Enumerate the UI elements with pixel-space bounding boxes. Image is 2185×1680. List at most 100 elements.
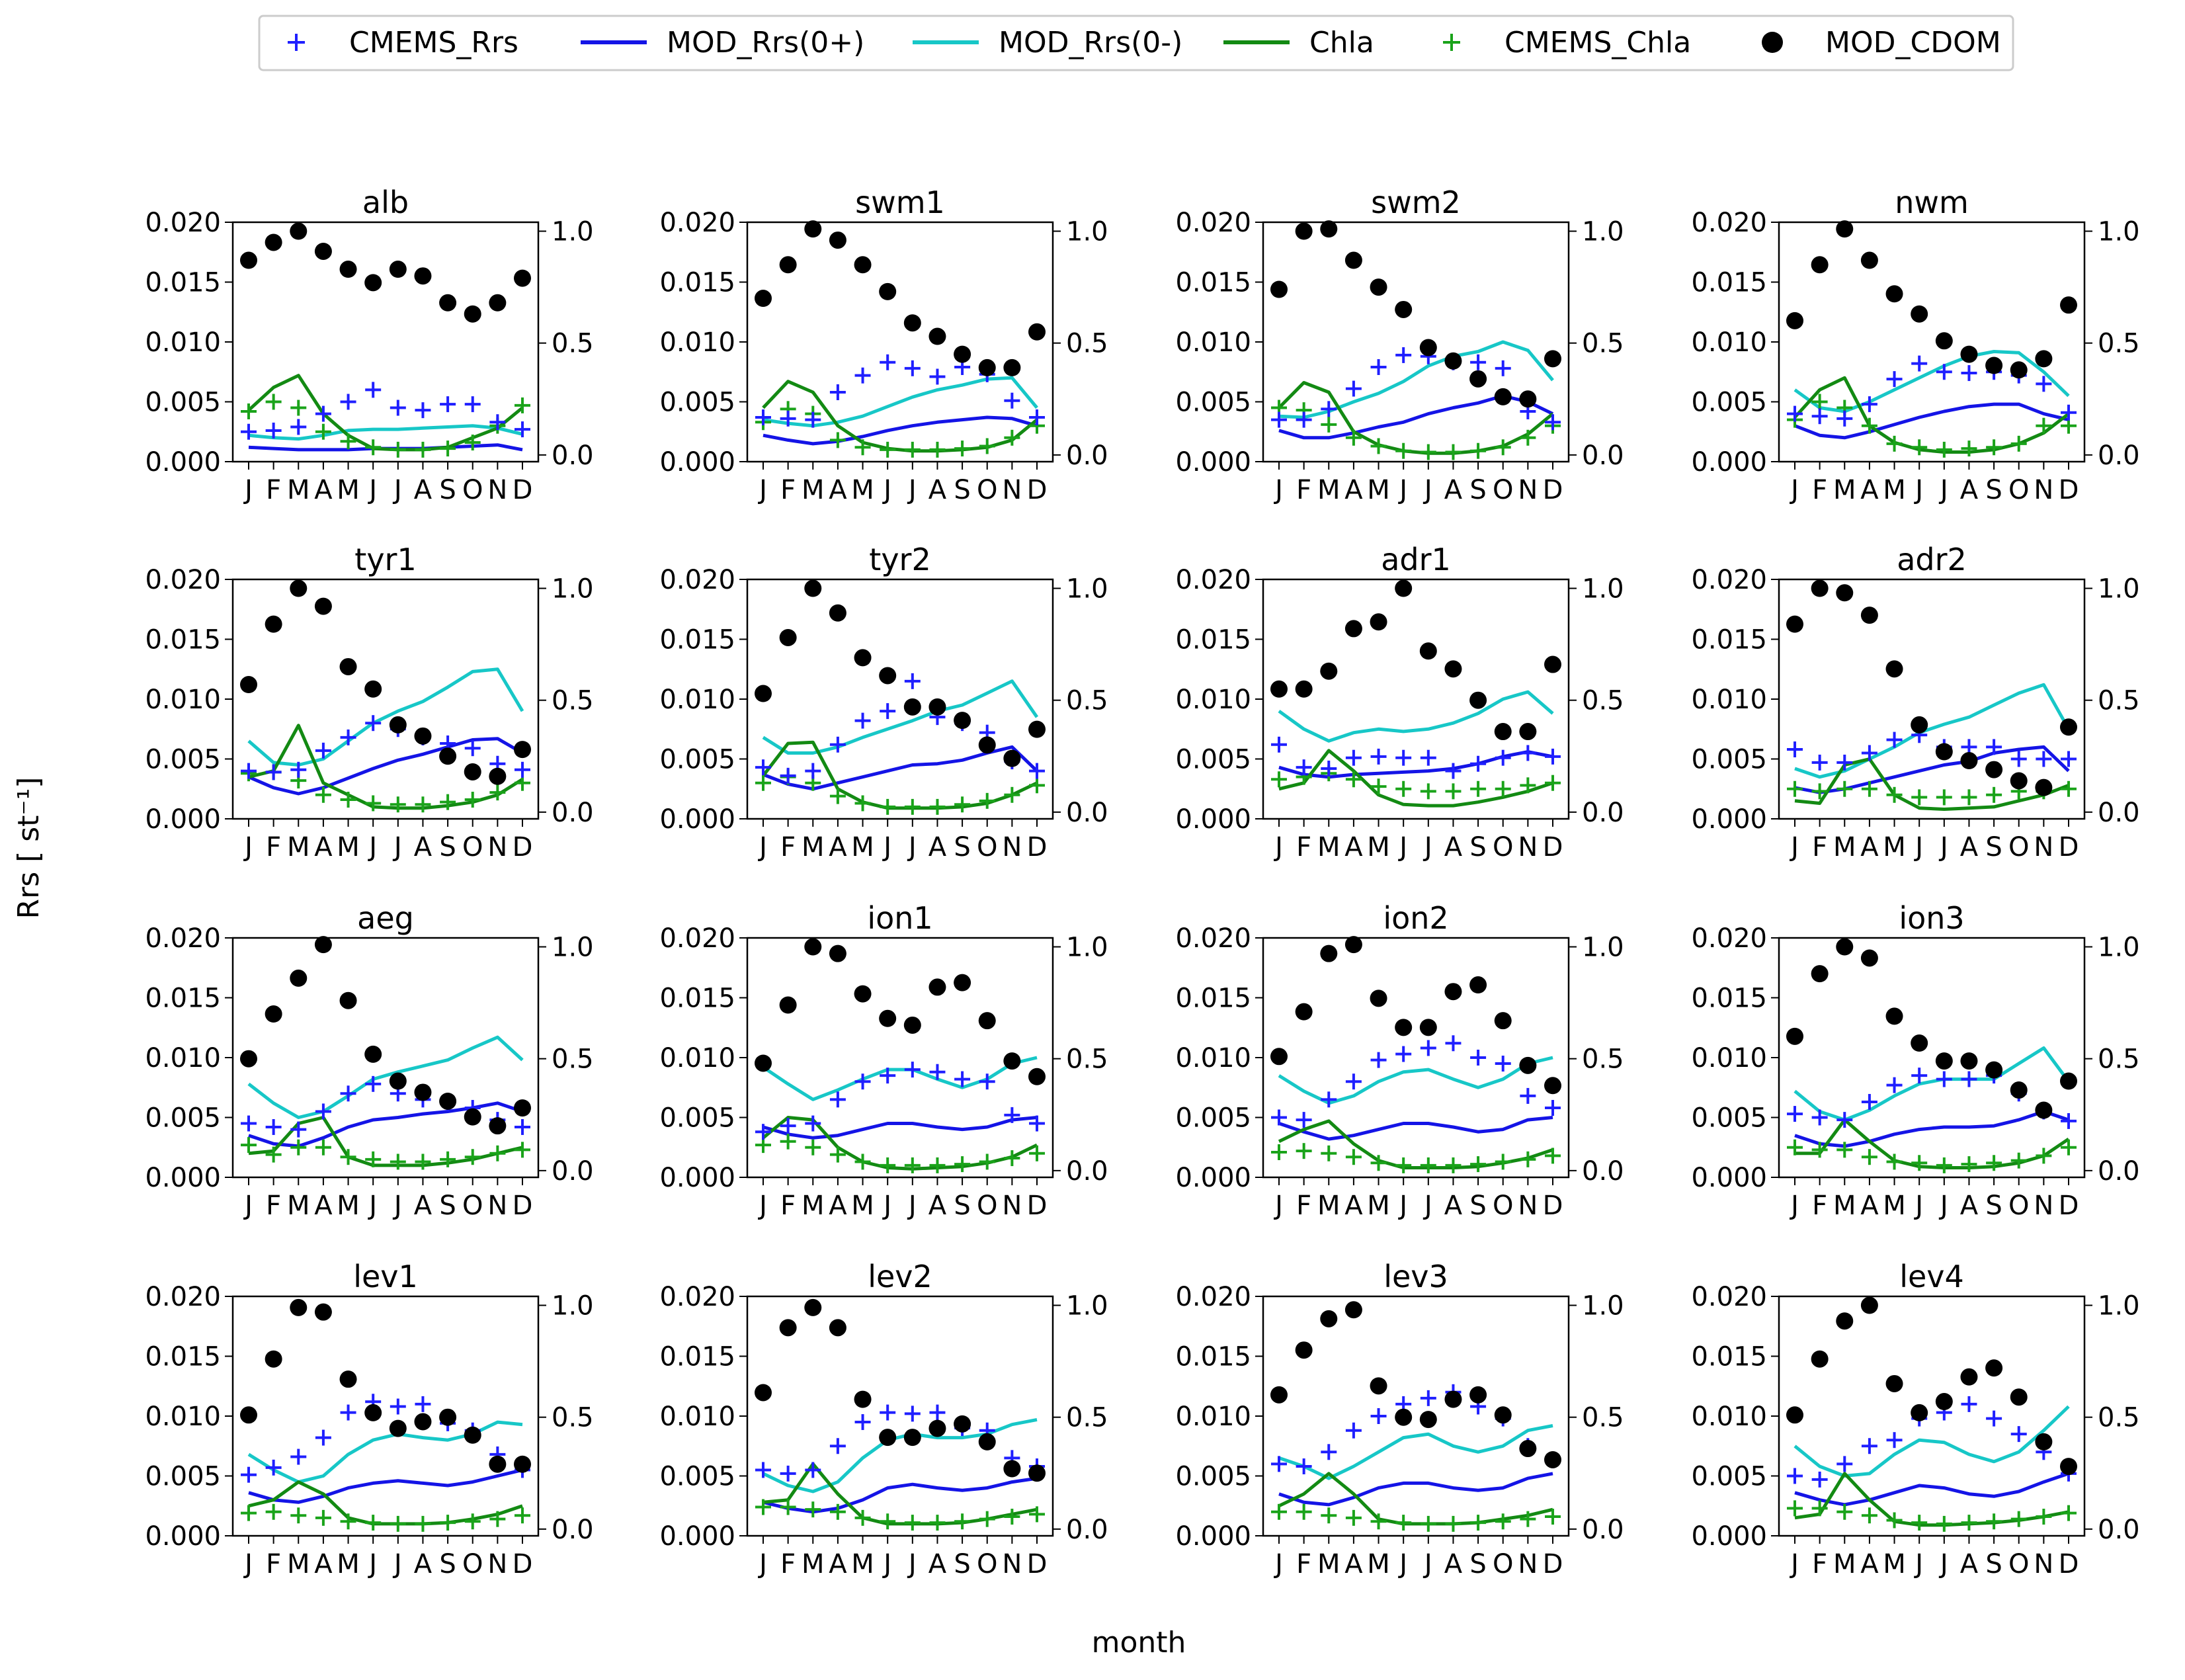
point-cmems-chla (854, 795, 871, 812)
point-cmems-rrs (241, 1466, 257, 1483)
point-cmems-rrs (1004, 392, 1020, 409)
point-cmems-chla (1004, 1150, 1020, 1167)
x-axis-label: month (1092, 1626, 1186, 1659)
point-cmems-rrs (1886, 1077, 1903, 1093)
point-cmems-chla (1861, 1149, 1877, 1165)
point-mod-cdom (1270, 680, 1288, 698)
left-tick-label: 0.015 (1691, 984, 1767, 1014)
left-tick-label: 0.005 (1175, 1462, 1251, 1492)
point-cmems-rrs (2061, 1113, 2077, 1129)
point-mod-cdom (339, 261, 357, 278)
month-tick-label: F (780, 475, 796, 505)
point-mod-cdom (414, 1413, 432, 1431)
right-tick-label: 0.0 (2098, 1515, 2140, 1545)
month-tick-label: A (1960, 1191, 1979, 1221)
month-tick-label: J (367, 1191, 377, 1221)
point-mod-cdom (903, 698, 921, 716)
month-tick-label: J (757, 1191, 767, 1221)
point-mod-cdom (265, 615, 282, 633)
point-cmems-chla (1520, 1511, 1536, 1527)
point-mod-cdom (1419, 339, 1437, 357)
left-tick-label: 0.005 (659, 388, 735, 418)
month-tick-label: M (1833, 832, 1856, 862)
point-cmems-rrs (1445, 1035, 1462, 1052)
point-cmems-chla (880, 798, 896, 815)
month-tick-label: S (1985, 475, 2002, 505)
point-mod-cdom (339, 657, 357, 675)
point-mod-cdom (389, 261, 407, 278)
right-tick-label: 0.5 (552, 686, 594, 716)
point-mod-cdom (1960, 1052, 1978, 1070)
point-cmems-rrs (1520, 745, 1536, 761)
month-tick-label: A (1860, 475, 1879, 505)
point-mod-cdom (1270, 280, 1288, 298)
point-cmems-rrs (1545, 1100, 1561, 1116)
left-tick-label: 0.005 (659, 745, 735, 775)
point-cmems-rrs (1321, 760, 1337, 777)
month-tick-label: J (1938, 1191, 1948, 1221)
point-cmems-chla (1986, 786, 2002, 803)
point-mod-cdom (314, 936, 332, 954)
point-cmems-chla (340, 433, 356, 450)
month-tick-label: J (1913, 832, 1923, 862)
point-cmems-rrs (854, 712, 871, 729)
panel-title: ion2 (1383, 900, 1448, 936)
month-tick-label: N (1518, 1191, 1538, 1221)
point-cmems-rrs (265, 764, 282, 780)
point-cmems-rrs (464, 396, 481, 413)
left-tick-label: 0.020 (1175, 565, 1251, 595)
point-cmems-rrs (1861, 745, 1877, 761)
point-cmems-rrs (904, 1062, 921, 1078)
point-mod-cdom (265, 1005, 282, 1023)
point-cmems-chla (1545, 1148, 1561, 1164)
point-mod-cdom (514, 741, 531, 759)
month-tick-label: S (1469, 1191, 1486, 1221)
point-cmems-rrs (780, 767, 796, 784)
left-tick-label: 0.000 (1175, 1163, 1251, 1193)
left-tick-label: 0.000 (1175, 804, 1251, 835)
point-cmems-chla (440, 441, 456, 457)
series-mod-rrs-0m (762, 1417, 1038, 1493)
point-mod-cdom (1395, 1019, 1413, 1036)
point-cmems-rrs (440, 396, 456, 413)
point-cmems-rrs (805, 411, 821, 428)
point-mod-cdom (1836, 938, 1854, 956)
month-tick-label: S (1469, 832, 1486, 862)
right-tick-label: 1.0 (552, 1291, 594, 1322)
point-cmems-rrs (1861, 396, 1877, 413)
point-mod-cdom (2060, 296, 2077, 314)
point-cmems-chla (1886, 1512, 1903, 1529)
point-cmems-chla (464, 1513, 481, 1530)
panel-title: swm1 (855, 185, 945, 220)
point-mod-cdom (364, 680, 382, 698)
point-cmems-rrs (1787, 1468, 1803, 1484)
point-cmems-chla (1495, 780, 1511, 797)
point-cmems-rrs (1836, 1112, 1853, 1128)
legend-label: MOD_CDOM (1825, 26, 2001, 60)
point-cmems-rrs (1395, 347, 1412, 363)
panel-title: ion3 (1899, 900, 1964, 936)
point-mod-cdom (1370, 613, 1387, 631)
point-cmems-chla (2036, 417, 2052, 434)
point-cmems-rrs (1911, 1068, 1928, 1084)
series-mod-rrs-0m (247, 1035, 524, 1119)
point-mod-cdom (439, 1092, 457, 1110)
month-tick-label: M (337, 475, 360, 505)
month-tick-label: J (757, 832, 767, 862)
month-tick-label: D (2059, 1549, 2079, 1579)
legend-item: MOD_Rrs(0+) (581, 26, 864, 60)
point-cmems-chla (1029, 777, 1045, 794)
point-mod-cdom (1935, 332, 1953, 350)
month-tick-label: S (439, 1191, 456, 1221)
point-cmems-rrs (755, 409, 771, 426)
left-tick-label: 0.020 (1691, 1282, 1767, 1312)
point-cmems-rrs (290, 419, 307, 435)
point-mod-cdom (1419, 1019, 1437, 1036)
point-cmems-chla (390, 441, 406, 458)
legend-item: MOD_CDOM (1762, 26, 2001, 60)
point-cmems-chla (340, 1513, 356, 1530)
left-tick-label: 0.020 (1175, 1282, 1251, 1312)
point-cmems-rrs (1936, 364, 1952, 380)
point-mod-cdom (489, 294, 507, 312)
month-tick-label: F (780, 832, 796, 862)
